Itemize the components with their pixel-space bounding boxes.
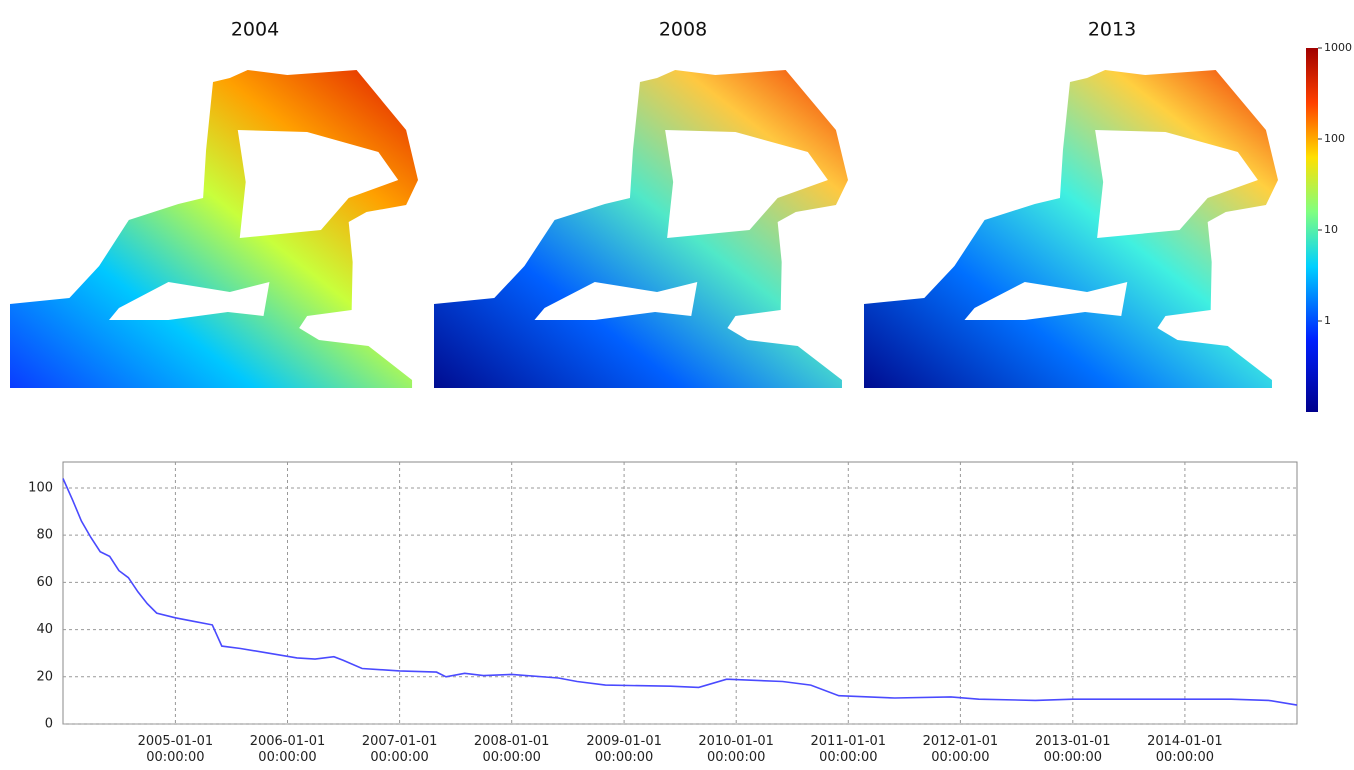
x-tick-label-box: 2005-01-01 00:00:00 xyxy=(137,734,214,765)
y-tick-label: 20 xyxy=(36,669,53,684)
x-tick-label-box: 2008-01-01 00:00:00 xyxy=(473,734,550,765)
x-tick-label: 2010-01-01 00:00:00 xyxy=(698,734,774,765)
data-line xyxy=(62,478,1298,706)
x-tick-label: 2013-01-01 00:00:00 xyxy=(1035,734,1111,765)
x-tick-label-box: 2012-01-01 00:00:00 xyxy=(922,734,999,765)
x-tick-label: 2012-01-01 00:00:00 xyxy=(922,734,999,765)
x-tick-label-box: 2006-01-01 00:00:00 xyxy=(249,734,326,765)
colorbar-tick-label: 1000 xyxy=(1324,41,1352,54)
x-tick-label: 2008-01-01 00:00:00 xyxy=(473,734,550,765)
map-water xyxy=(434,70,848,388)
map-title: 2008 xyxy=(659,19,707,41)
map-title: 2013 xyxy=(1088,19,1136,41)
x-tick-label-box: 2011-01-01 00:00:00 xyxy=(810,734,887,765)
x-tick-label-box: 2010-01-01 00:00:00 xyxy=(698,734,774,765)
x-tick-label-box: 2007-01-01 00:00:00 xyxy=(361,734,438,765)
colorbar xyxy=(1306,48,1318,412)
x-tick-label: 2007-01-01 00:00:00 xyxy=(361,734,438,765)
x-tick-label: 2014-01-01 00:00:00 xyxy=(1147,734,1223,765)
map-water xyxy=(10,70,418,388)
map xyxy=(10,70,418,388)
y-tick-label: 80 xyxy=(36,528,53,543)
x-tick-label-box: 2009-01-01 00:00:00 xyxy=(586,734,662,765)
y-tick-label: 40 xyxy=(36,622,53,637)
colorbar-tick-label: 1 xyxy=(1324,314,1331,327)
map-title: 2004 xyxy=(231,19,279,41)
x-tick-label-box: 2013-01-01 00:00:00 xyxy=(1035,734,1111,765)
colorbar-tick-label: 10 xyxy=(1324,223,1338,236)
x-tick-label-box: 2014-01-01 00:00:00 xyxy=(1147,734,1223,765)
x-tick-label: 2005-01-01 00:00:00 xyxy=(137,734,214,765)
map-water xyxy=(864,70,1278,388)
map xyxy=(434,70,848,388)
y-tick-label: 60 xyxy=(36,575,53,590)
maps xyxy=(10,70,1278,388)
map xyxy=(864,70,1278,388)
x-tick-label: 2011-01-01 00:00:00 xyxy=(810,734,887,765)
y-tick-label: 0 xyxy=(45,717,53,732)
colorbar-tick-label: 100 xyxy=(1324,132,1345,145)
y-tick-label: 100 xyxy=(28,480,53,495)
x-tick-label: 2006-01-01 00:00:00 xyxy=(249,734,326,765)
x-tick-label: 2009-01-01 00:00:00 xyxy=(586,734,662,765)
plot-frame xyxy=(62,461,1298,725)
